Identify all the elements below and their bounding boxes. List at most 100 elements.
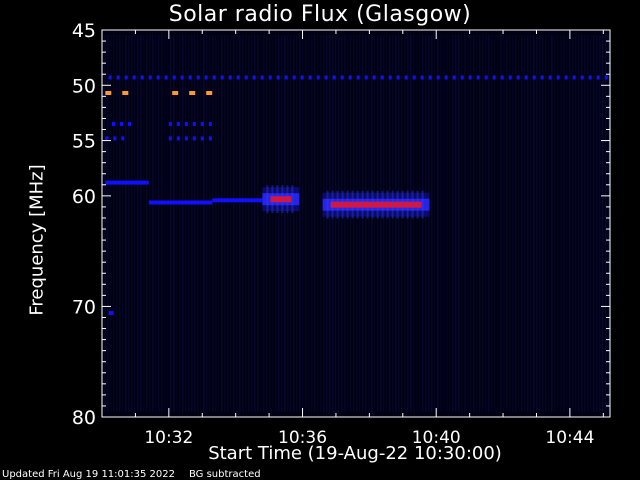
- noise-stripe: [347, 35, 349, 412]
- noise-stripe: [605, 35, 607, 412]
- noise-stripe: [215, 35, 217, 412]
- tone-49.3: [204, 75, 208, 80]
- noise-stripe: [479, 35, 481, 412]
- tone-49.3: [244, 75, 248, 80]
- noise-stripe: [158, 35, 160, 412]
- burst-2-streak: [326, 190, 329, 219]
- tone-50.7b: [172, 91, 179, 95]
- burst-2-streak: [421, 190, 424, 219]
- tone-49.3: [172, 75, 176, 80]
- tone-54.8b: [176, 136, 180, 141]
- tone-49.3: [108, 75, 112, 80]
- noise-stripe: [335, 35, 337, 412]
- tone-49.3: [396, 75, 400, 80]
- burst-2-streak: [336, 190, 339, 219]
- noise-stripe: [449, 35, 451, 412]
- plot-background: [102, 30, 610, 417]
- noise-stripe: [521, 35, 523, 412]
- noise-stripe: [446, 35, 448, 412]
- noise-stripe: [278, 35, 280, 412]
- noise-stripe: [317, 35, 319, 412]
- noise-stripe: [290, 35, 292, 412]
- tone-49.3: [364, 75, 368, 80]
- noise-stripe: [149, 35, 151, 412]
- y-tick-label: 45: [72, 20, 96, 42]
- noise-stripe: [293, 35, 295, 412]
- tone-49.3: [140, 75, 144, 80]
- y-axis-label-wrap: Frequency [MHz]: [22, 70, 52, 410]
- x-tick-label: 10:32: [144, 428, 193, 448]
- noise-stripe: [302, 35, 304, 412]
- burst-1-streak: [266, 185, 269, 214]
- noise-stripe: [464, 35, 466, 412]
- noise-stripe: [578, 35, 580, 412]
- tone-49.3: [196, 75, 200, 80]
- tone-49.3: [444, 75, 448, 80]
- tone-53.5b: [176, 122, 180, 126]
- noise-stripe: [485, 35, 487, 412]
- tone-49.3: [412, 75, 416, 80]
- tone-49.3: [564, 75, 568, 80]
- noise-stripe: [341, 35, 343, 412]
- tone-49.3: [476, 75, 480, 80]
- noise-stripe: [482, 35, 484, 412]
- noise-stripe: [494, 35, 496, 412]
- tone-49.3: [508, 75, 512, 80]
- tone-49.3: [156, 75, 160, 80]
- tone-49.3: [428, 75, 432, 80]
- noise-stripe: [299, 35, 301, 412]
- burst-2-streak: [346, 190, 349, 219]
- noise-stripe: [128, 35, 130, 412]
- noise-stripe: [245, 35, 247, 412]
- tone-49.3: [500, 75, 504, 80]
- noise-stripe: [194, 35, 196, 412]
- noise-stripe: [428, 35, 430, 412]
- noise-stripe: [512, 35, 514, 412]
- noise-stripe: [356, 35, 358, 412]
- tone-49.3: [548, 75, 552, 80]
- tone-54.8b: [208, 136, 212, 141]
- tone-53.5b: [200, 122, 204, 126]
- tone-49.3: [452, 75, 456, 80]
- noise-stripe: [224, 35, 226, 412]
- noise-stripe: [473, 35, 475, 412]
- noise-stripe: [362, 35, 364, 412]
- tone-50.7b: [189, 91, 196, 95]
- tone-49.3: [436, 75, 440, 80]
- noise-stripe: [386, 35, 388, 412]
- tone-49.3: [348, 75, 352, 80]
- plot-area: [102, 30, 610, 417]
- tone-49.3: [324, 75, 328, 80]
- tone-49.3: [292, 75, 296, 80]
- noise-stripe: [590, 35, 592, 412]
- noise-stripe: [137, 35, 139, 412]
- noise-stripe: [491, 35, 493, 412]
- tone-49.3: [180, 75, 184, 80]
- burst-2-streak: [341, 190, 344, 219]
- tone-53.5: [128, 122, 131, 126]
- burst-2-streak: [386, 190, 389, 219]
- tone-49.3: [540, 75, 544, 80]
- burst-2-streak: [396, 190, 399, 219]
- noise-stripe: [596, 35, 598, 412]
- tone-53.5b: [184, 122, 188, 126]
- noise-stripe: [206, 35, 208, 412]
- noise-stripe: [389, 35, 391, 412]
- noise-stripe: [281, 35, 283, 412]
- noise-stripe: [587, 35, 589, 412]
- noise-stripe: [560, 35, 562, 412]
- noise-stripe: [398, 35, 400, 412]
- tone-53.5b: [192, 122, 196, 126]
- noise-stripe: [452, 35, 454, 412]
- burst-2-streak: [406, 190, 409, 219]
- tone-49.3: [516, 75, 520, 80]
- noise-stripe: [164, 35, 166, 412]
- burst-1-streak: [286, 185, 289, 214]
- noise-stripe: [602, 35, 604, 412]
- burst-2-streak: [376, 190, 379, 219]
- noise-stripe: [155, 35, 157, 412]
- noise-stripe: [329, 35, 331, 412]
- noise-stripe: [497, 35, 499, 412]
- noise-stripe: [254, 35, 256, 412]
- noise-stripe: [437, 35, 439, 412]
